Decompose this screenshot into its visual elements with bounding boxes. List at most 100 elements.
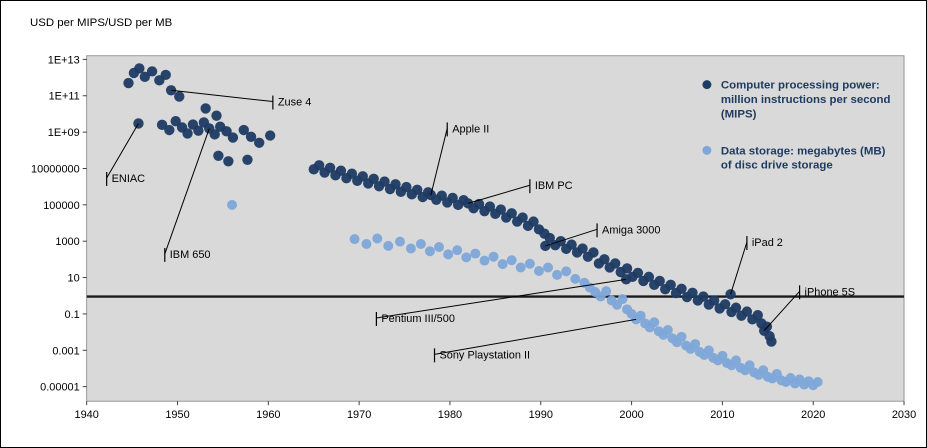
x-tick-label: 2030 bbox=[892, 409, 916, 421]
annotation-label: Amiga 3000 bbox=[602, 224, 660, 236]
mips-point bbox=[357, 171, 368, 182]
storage-point bbox=[690, 339, 701, 350]
storage-point bbox=[361, 239, 372, 249]
y-tick-label: 1E+13 bbox=[48, 54, 80, 66]
x-tick-label: 2010 bbox=[710, 409, 734, 421]
mips-point bbox=[484, 201, 496, 212]
y-tick-label: 100000 bbox=[43, 200, 80, 212]
chart-title: USD per MIPS/USD per MB bbox=[30, 17, 173, 29]
mips-point bbox=[193, 125, 204, 136]
storage-point bbox=[617, 294, 628, 305]
mips-point bbox=[209, 129, 220, 140]
mips-point bbox=[676, 283, 687, 294]
storage-point bbox=[744, 360, 755, 371]
annotation-leader bbox=[730, 241, 748, 295]
legend-label: Data storage: megabytes (MB) bbox=[721, 145, 886, 157]
storage-point bbox=[601, 286, 612, 297]
annotation-label: IBM 650 bbox=[170, 249, 211, 261]
mips-point bbox=[242, 154, 253, 165]
mips-point bbox=[221, 126, 232, 137]
storage-point bbox=[676, 331, 687, 342]
storage-point bbox=[452, 245, 463, 256]
mips-point bbox=[200, 103, 211, 114]
mips-point bbox=[368, 173, 379, 184]
mips-point bbox=[245, 131, 257, 142]
storage-point bbox=[717, 350, 728, 361]
storage-point bbox=[443, 249, 454, 260]
storage-point bbox=[570, 273, 581, 284]
mips-point bbox=[687, 287, 698, 298]
storage-point bbox=[703, 345, 714, 356]
mips-point bbox=[134, 63, 145, 74]
mips-point bbox=[238, 124, 249, 136]
mips-point bbox=[213, 150, 224, 161]
mips-point bbox=[165, 85, 177, 96]
annotation-leader bbox=[376, 278, 627, 319]
legend-label: of disc drive storage bbox=[721, 160, 833, 172]
x-tick-label: 1960 bbox=[256, 409, 280, 421]
mips-point bbox=[123, 77, 134, 89]
mips-point bbox=[599, 254, 610, 265]
mips-point bbox=[182, 128, 193, 139]
annotation-leader bbox=[430, 128, 448, 196]
y-tick-label: 1E+09 bbox=[48, 127, 80, 139]
storage-point bbox=[349, 234, 360, 245]
annotation-leader bbox=[763, 291, 800, 332]
axes: 1E+13 1E+11 1E+09 10000000 100000 1000 10 0.1 0.… bbox=[31, 54, 916, 421]
storage-point bbox=[424, 246, 435, 257]
annotation-label: iPad 2 bbox=[752, 237, 783, 249]
storage-point bbox=[434, 242, 444, 252]
legend-marker-mips bbox=[702, 80, 712, 90]
storage-point bbox=[227, 199, 238, 210]
storage-point bbox=[561, 266, 572, 277]
storage-point bbox=[395, 236, 405, 247]
mips-point bbox=[643, 271, 655, 283]
mips-point bbox=[401, 181, 412, 193]
mips-point bbox=[227, 132, 239, 143]
mips-point bbox=[654, 275, 665, 287]
storage-point bbox=[372, 233, 383, 244]
annotation-leader bbox=[164, 128, 210, 255]
storage-point bbox=[488, 251, 499, 262]
legend-label: (MIPS) bbox=[721, 108, 757, 120]
mips-point bbox=[473, 198, 485, 210]
mips-point bbox=[621, 263, 633, 274]
annotation-label: Sony Playstation II bbox=[439, 349, 530, 361]
x-tick-label: 1970 bbox=[347, 409, 371, 421]
mips-point bbox=[741, 306, 753, 317]
mips-point bbox=[766, 336, 777, 347]
x-tick-label: 1980 bbox=[438, 409, 462, 421]
storage-point bbox=[506, 255, 517, 266]
legend-marker-storage bbox=[702, 145, 712, 155]
storage-point bbox=[552, 269, 563, 280]
storage-point bbox=[543, 262, 553, 273]
mips-point bbox=[719, 299, 731, 310]
mips-point bbox=[577, 243, 588, 254]
mips-point bbox=[610, 258, 621, 269]
mips-point bbox=[174, 91, 185, 102]
y-tick-label: 1E+11 bbox=[49, 91, 80, 103]
mips-point bbox=[698, 291, 709, 302]
mips-point bbox=[708, 295, 720, 306]
storage-point bbox=[635, 310, 646, 321]
annotation-label: Zuse 4 bbox=[278, 97, 311, 109]
annotation-label: iPhone 5S bbox=[805, 286, 855, 298]
mips-point bbox=[139, 71, 151, 83]
y-tick-label: 10000000 bbox=[31, 163, 80, 175]
mips-point bbox=[170, 115, 181, 127]
annotation-leader bbox=[171, 89, 273, 103]
storage-point bbox=[731, 355, 741, 366]
mips-point bbox=[313, 160, 325, 171]
mips-point bbox=[495, 204, 507, 215]
x-tick-label: 2020 bbox=[801, 409, 825, 421]
mips-point bbox=[264, 130, 276, 141]
mips-point bbox=[665, 279, 676, 291]
storage-point bbox=[405, 243, 416, 254]
mips-point bbox=[160, 69, 171, 81]
mips-point bbox=[211, 110, 222, 121]
annotation-leader bbox=[545, 228, 598, 247]
annotations-layer: ENIAC Zuse 4 IBM 650 Apple II IBM PC Amiga 30… bbox=[106, 89, 855, 363]
x-tick-label: 1990 bbox=[529, 409, 553, 421]
y-tick-label: 1000 bbox=[55, 236, 79, 248]
